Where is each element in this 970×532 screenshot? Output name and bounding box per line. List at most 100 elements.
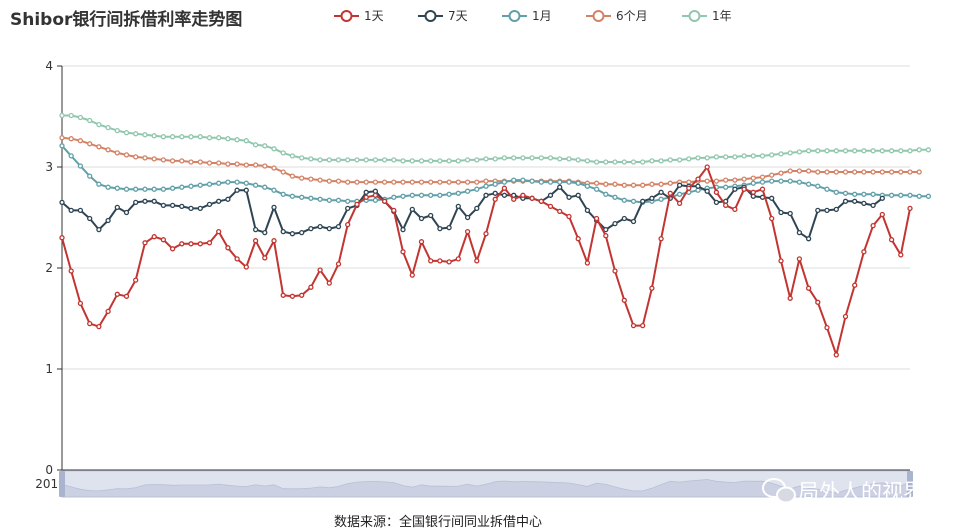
data-point [225,245,231,251]
data-point [345,221,351,228]
data-point [538,198,544,204]
data-point [59,143,65,149]
data-point [879,148,885,154]
legend-item-7天[interactable]: 7天 [418,9,468,23]
data-point [400,193,406,199]
data-point [289,173,296,179]
legend-item-1天[interactable]: 1天 [334,9,384,23]
data-point [280,150,286,156]
data-point [464,188,471,194]
data-point [612,194,618,200]
data-point [888,169,895,175]
data-point [391,207,397,214]
data-point [778,151,784,157]
data-source: 数据来源：全国银行间同业拆借中心 [334,514,542,530]
data-point [474,186,480,192]
data-point [206,240,213,246]
data-point [363,157,369,163]
data-point [612,268,618,274]
data-point [464,228,471,235]
data-point [898,252,904,258]
data-point [280,169,286,175]
data-point [96,121,102,128]
data-point [861,200,867,207]
data-point [160,134,167,140]
data-point [501,179,508,185]
zoom-handle-right[interactable] [907,471,913,497]
data-point [824,148,830,154]
data-point [142,155,148,161]
data-zoom-slider[interactable] [59,470,913,498]
data-point [299,155,305,161]
data-point [225,136,231,142]
data-point [326,280,332,286]
zoom-handle-left[interactable] [59,471,65,497]
data-point [879,169,885,175]
data-point [547,192,554,198]
data-point [833,352,839,358]
data-point [216,180,222,186]
data-point [907,192,913,198]
watermark-text: 局外人的视界 [798,480,924,504]
data-point [216,135,222,141]
data-point [133,131,139,137]
data-point [861,191,867,197]
data-point [160,202,167,209]
data-point [243,162,249,168]
data-point [898,148,904,154]
data-point [511,196,517,202]
data-point [640,322,646,329]
legend-item-1月[interactable]: 1月 [502,9,552,23]
data-point [197,159,203,165]
data-point [308,156,314,162]
data-point [77,114,84,121]
data-point [169,158,176,164]
data-point [787,178,793,184]
data-point [713,189,720,195]
grid [62,65,910,370]
data-point [160,157,167,163]
data-point [658,236,664,242]
data-point [446,259,452,265]
data-point [289,293,296,299]
data-point [483,183,489,189]
data-point [142,198,148,204]
data-point [492,196,498,202]
data-point [345,157,351,163]
legend-label: 1月 [532,9,552,23]
data-point [649,285,655,291]
data-point [750,175,756,181]
data-point [188,134,194,140]
data-point [335,178,342,184]
data-point [59,112,65,119]
legend-item-1年[interactable]: 1年 [682,9,732,23]
legend[interactable]: 1天 7天 1月 6个月 1年 [334,9,732,23]
data-point [603,226,609,233]
data-point [492,156,498,162]
data-point [372,197,379,203]
data-point [372,157,379,163]
data-point [317,223,323,230]
data-point [437,258,443,264]
data-point [289,193,296,199]
data-point [160,186,167,192]
data-point [77,207,84,214]
data-point [547,203,554,210]
data-point [842,198,849,204]
data-point [464,179,471,185]
data-point [68,153,74,159]
data-point [750,180,756,186]
data-point [455,190,461,196]
data-point [400,158,406,164]
data-point [206,181,213,187]
legend-marker [688,10,701,22]
data-point [667,190,673,196]
data-point [916,147,922,153]
data-point [593,215,600,222]
data-point [824,324,830,331]
data-point [345,198,351,204]
data-point [612,181,618,187]
legend-item-6个月[interactable]: 6个月 [586,9,648,23]
data-point [898,192,904,198]
data-point [695,176,701,182]
